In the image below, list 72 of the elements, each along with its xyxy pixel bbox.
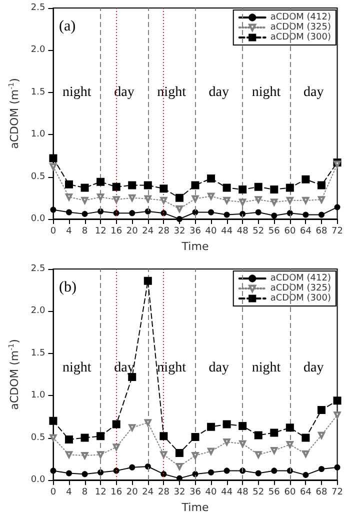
x-tick-label: 32 — [174, 226, 186, 236]
y-tick-label: 1.0 — [30, 130, 46, 140]
x-tick-label: 16 — [110, 226, 122, 236]
x-tick-label: 64 — [300, 226, 312, 236]
annotation: night — [62, 84, 92, 100]
x-tick-label: 28 — [158, 488, 170, 498]
text: (a) — [59, 18, 76, 34]
x-tick-label: 60 — [284, 488, 296, 498]
annotation: night — [157, 360, 186, 376]
legend-label: aCDOM (300) — [270, 32, 331, 42]
x-tick-label: 0 — [50, 226, 56, 236]
y-tick-label: 2.0 — [30, 45, 46, 56]
x-tick-label: 72 — [332, 488, 343, 498]
x-tick-label: 40 — [205, 488, 218, 498]
annotation: night — [62, 360, 92, 376]
annotation: night — [252, 84, 281, 100]
annotation: day — [114, 84, 134, 100]
x-tick-label: 68 — [316, 488, 328, 498]
x-tick-label: 52 — [252, 488, 264, 498]
x-tick-label: 12 — [94, 488, 106, 498]
y-tick-label: 0.5 — [30, 432, 46, 443]
y-tick-label: 0.0 — [30, 214, 46, 224]
x-tick-label: 12 — [94, 226, 106, 236]
x-axis-title: Time — [180, 501, 209, 514]
x-tick-label: 56 — [268, 226, 280, 236]
legend-label: aCDOM (300) — [270, 294, 331, 304]
annotation: day — [208, 84, 230, 100]
legend-label: aCDOM (412) — [270, 274, 331, 284]
x-tick-label: 48 — [236, 488, 249, 498]
y-tick-label: 0.5 — [30, 172, 46, 182]
x-tick-label: 28 — [158, 226, 170, 236]
y-tick-label: 1.0 — [30, 390, 46, 401]
x-tick-label: 32 — [174, 488, 186, 498]
x-tick-label: 8 — [82, 226, 88, 236]
x-tick-label: 36 — [190, 226, 202, 236]
x-tick-label: 56 — [268, 488, 280, 498]
legend-label: aCDOM (325) — [270, 22, 331, 32]
x-tick-label: 20 — [126, 226, 138, 236]
annotation: night — [252, 360, 281, 376]
x-tick-label: 36 — [190, 488, 202, 498]
x-tick-label: 4 — [66, 226, 72, 236]
annotation: day — [303, 360, 324, 376]
x-tick-label: 16 — [110, 488, 122, 498]
text: (b) — [59, 280, 76, 296]
y-tick-label: 1.5 — [30, 348, 46, 358]
y-tick-label: 0.0 — [30, 475, 46, 485]
y-tick-label: 2.5 — [30, 3, 46, 13]
x-tick-label: 72 — [332, 226, 343, 236]
x-tick-label: 68 — [316, 226, 328, 236]
legend-label: aCDOM (325) — [270, 284, 331, 294]
x-tick-label: 64 — [300, 488, 312, 498]
legend-label: aCDOM (412) — [270, 12, 331, 22]
x-tick-label: 8 — [82, 488, 88, 498]
x-tick-label: 0 — [50, 488, 56, 498]
x-tick-label: 52 — [252, 226, 264, 236]
x-tick-label: 4 — [66, 488, 72, 498]
x-tick-label: 24 — [142, 226, 154, 236]
x-tick-label: 48 — [236, 226, 249, 236]
x-tick-label: 44 — [221, 226, 233, 236]
x-axis-title: Time — [180, 240, 209, 253]
x-tick-label: 24 — [142, 488, 154, 498]
x-tick-label: 60 — [284, 226, 296, 236]
annotation: day — [208, 360, 230, 376]
x-tick-label: 44 — [221, 488, 233, 498]
x-tick-label: 20 — [126, 488, 138, 498]
y-tick-label: 1.5 — [30, 87, 46, 98]
x-tick-label: 40 — [205, 226, 218, 236]
annotation: night — [157, 84, 186, 100]
y-tick-label: 2.0 — [30, 306, 46, 316]
y-tick-label: 2.5 — [30, 264, 46, 274]
annotation: day — [114, 360, 134, 376]
annotation: day — [303, 84, 324, 100]
